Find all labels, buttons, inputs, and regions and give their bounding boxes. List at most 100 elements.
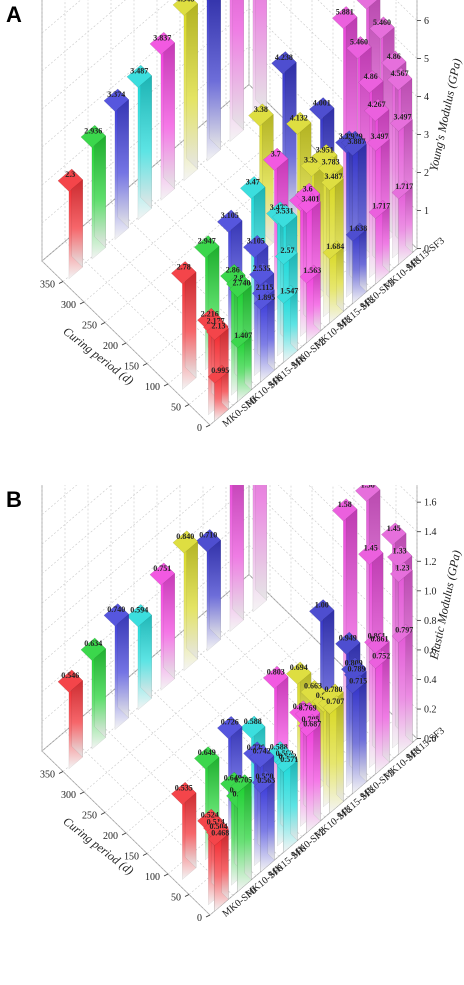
bar-side xyxy=(209,0,221,150)
bar-data-label: 1.33 xyxy=(393,546,407,555)
bar-top xyxy=(205,319,229,341)
bar-data-label: 0.769 xyxy=(299,703,317,712)
bar-data-label: 0.840 xyxy=(176,532,194,541)
bar-side xyxy=(186,530,198,660)
bar-data-label: 4.238 xyxy=(275,53,293,62)
bar-top xyxy=(243,235,269,258)
bar-data-label: 0.740 xyxy=(107,605,125,614)
bar-data-label: 3.47 xyxy=(246,178,260,187)
bar-top xyxy=(355,485,381,502)
bar-MK0-SF3-3d: 1.638 xyxy=(345,222,367,304)
bar-side xyxy=(405,623,413,743)
bar-data-label: 3.497 xyxy=(371,132,389,141)
bar-data-label: 4.132 xyxy=(290,113,308,122)
bar-top xyxy=(217,716,243,739)
bar-data-label: 2.8 xyxy=(234,273,244,282)
bar-top xyxy=(230,329,252,349)
day-gridline xyxy=(146,485,355,854)
bar-MK0-SF0-90d: 2.78 xyxy=(171,260,197,390)
bar-side xyxy=(232,0,244,131)
z-tick-label: 5 xyxy=(424,54,429,65)
bar-MK10-SF2-360d: 3.837 xyxy=(149,31,175,201)
bar-data-label: 2.13 xyxy=(212,321,226,330)
bar-top xyxy=(228,277,252,298)
bar-data-label: 0.789 xyxy=(348,664,366,673)
bar-data-label: 0.571 xyxy=(280,755,298,764)
bar-data-label: 0.504 xyxy=(210,822,228,831)
bar-side xyxy=(140,64,152,209)
bar-data-label: 0.514 xyxy=(207,818,225,827)
bar-top xyxy=(391,624,413,643)
day-tick xyxy=(121,342,127,346)
bar-top xyxy=(103,88,129,112)
bar-MK0-SF3-360d: 0.710 xyxy=(195,528,221,652)
day-tick xyxy=(100,812,106,815)
bar-top xyxy=(309,97,335,121)
bar-data-label: 2.3 xyxy=(65,170,75,179)
bar-top xyxy=(389,561,413,583)
bar-MK10-SF0-360d: 0.634 xyxy=(80,637,106,750)
bar-MK10-SF2-3d: 0.687 xyxy=(299,717,321,834)
bar-data-label: 0.687 xyxy=(303,719,321,728)
bar-data-label: 1.563 xyxy=(303,266,321,275)
day-gridline xyxy=(209,0,418,426)
bar-top xyxy=(366,633,390,654)
bar-top xyxy=(194,235,220,259)
bar-data-label: 0.715 xyxy=(349,676,367,685)
bar-MK10-SF2-3d: 1.563 xyxy=(299,264,321,344)
day-tick-label: 50 xyxy=(171,893,181,904)
bar-data-label: 3.487 xyxy=(130,66,148,75)
chart-b-bars: 1.72 1.06 0.710 0.840 0.751 0.594 0.740 0.634 0.… xyxy=(57,485,413,912)
bar-MK15-SF3-3d: 1.717 xyxy=(391,180,413,265)
bar-top xyxy=(230,774,252,794)
bar-data-label: 3.374 xyxy=(107,90,125,99)
bar-top xyxy=(263,147,289,171)
series-gridline xyxy=(133,485,303,837)
bar-data-label: 2.947 xyxy=(198,237,216,246)
bar-MK15-SF3-360d: 1.72 xyxy=(252,485,267,613)
bar-data-label: 0.726 xyxy=(221,717,239,726)
day-tick-label: 350 xyxy=(40,280,55,291)
bar-MK15-SF0-3d: 1.895 xyxy=(253,291,275,383)
bar-MK10-SF3-360d: 6.390 xyxy=(229,0,244,143)
bar-top xyxy=(207,364,229,384)
bar-data-label: 3.887 xyxy=(348,137,366,146)
bar-MK0-SF3-3d: 0.715 xyxy=(345,674,367,794)
bar-data-label: 2.216 xyxy=(201,310,219,319)
series-gridline xyxy=(110,485,280,857)
day-tick xyxy=(58,771,64,774)
bar-data-label: 0.705 xyxy=(302,715,320,724)
bar-top xyxy=(364,98,390,122)
bar-top xyxy=(299,717,321,737)
bar-data-label: 0.751 xyxy=(153,564,171,573)
bar-MK15-SF3-360d: 6.390 xyxy=(252,0,267,123)
bar-top xyxy=(322,240,344,260)
bar-data-label: 3.401 xyxy=(302,195,320,204)
day-tick-label: 0 xyxy=(197,423,202,434)
bar-data-label: 0.726 xyxy=(247,743,265,752)
bar-data-label: 2.177 xyxy=(207,317,225,326)
z-gridline xyxy=(41,485,418,574)
bar-top xyxy=(358,70,384,94)
bar-MK15-SF3-3d: 0.797 xyxy=(391,623,413,755)
bar-top xyxy=(274,244,298,265)
day-tick-label: 50 xyxy=(171,403,181,414)
z-tick-label: 1 xyxy=(424,206,429,217)
bar-data-label: 1.45 xyxy=(387,524,401,533)
bar-side xyxy=(186,0,198,170)
bar-top xyxy=(249,262,275,286)
day-tick xyxy=(184,894,190,897)
day-tick xyxy=(58,281,64,284)
bar-data-label: 0.563 xyxy=(257,776,275,785)
bar-top xyxy=(126,604,152,628)
day-tick xyxy=(184,404,190,407)
z-tick-label: 0.2 xyxy=(424,705,437,716)
bar-data-label: 0.594 xyxy=(130,606,148,615)
bar-data-label: 5.881 xyxy=(336,8,354,17)
bar-side xyxy=(163,31,175,190)
bar-data-label: 3.795 xyxy=(339,132,357,141)
bar-MK0-SF0-360d: 0.546 xyxy=(57,669,83,770)
bar-top xyxy=(172,530,198,554)
z-axis-label: Young's Modulus (GPa) xyxy=(426,57,464,172)
bar-top xyxy=(103,603,129,627)
